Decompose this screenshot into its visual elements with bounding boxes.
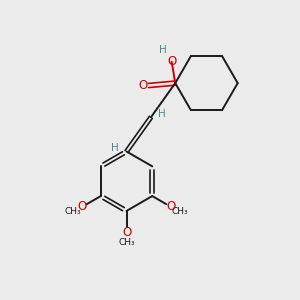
Text: O: O — [77, 200, 87, 213]
Text: O: O — [138, 79, 147, 92]
Text: CH₃: CH₃ — [118, 238, 135, 247]
Text: H: H — [160, 45, 167, 56]
Text: H: H — [111, 143, 119, 153]
Text: H: H — [158, 109, 166, 119]
Text: O: O — [122, 226, 131, 239]
Text: CH₃: CH₃ — [172, 208, 188, 217]
Text: O: O — [167, 200, 176, 213]
Text: O: O — [167, 55, 176, 68]
Text: CH₃: CH₃ — [65, 208, 82, 217]
